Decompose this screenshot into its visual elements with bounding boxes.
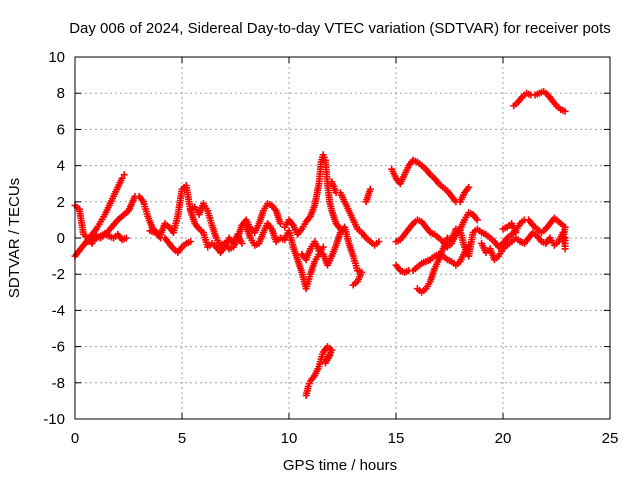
x-axis-label: GPS time / hours [283,457,397,474]
y-tick-label: 4 [57,158,65,175]
data-point [238,239,246,247]
y-tick-label: 6 [57,121,65,138]
data-points [71,87,569,399]
y-tick-label: 0 [57,230,65,247]
y-axis-label: SDTVAR / TECUs [6,178,23,298]
x-tick-label: 10 [281,430,298,447]
y-tick-label: -2 [52,266,65,283]
data-point [122,234,130,242]
x-tick-label: 20 [495,430,512,447]
x-tick-label: 15 [388,430,405,447]
data-point [187,238,195,246]
data-point [561,107,569,115]
data-point [561,223,569,231]
axis-ticks: 0 5 10 15 20 25 -10 -8 -6 -4 -2 0 2 4 6 8 10 [43,49,618,447]
y-tick-label: 10 [48,49,65,66]
data-point [512,229,520,237]
grid-lines [75,57,610,419]
y-tick-label: -6 [52,339,65,356]
data-point [349,281,357,289]
y-tick-label: 2 [57,194,65,211]
chart-title: Day 006 of 2024, Sidereal Day-to-day VTE… [69,20,611,37]
data-point [362,198,370,206]
y-tick-label: -4 [52,302,65,319]
x-tick-label: 25 [602,430,619,447]
data-point [326,352,334,360]
x-tick-label: 5 [178,430,186,447]
data-point [118,174,126,182]
data-point [375,238,383,246]
x-tick-label: 0 [71,430,79,447]
data-point [465,183,473,191]
y-tick-label: -10 [43,411,65,428]
data-point [276,220,284,228]
data-point [473,216,481,224]
data-point [120,171,128,179]
data-point [319,243,327,251]
y-tick-label: 8 [57,85,65,102]
y-tick-label: -8 [52,375,65,392]
